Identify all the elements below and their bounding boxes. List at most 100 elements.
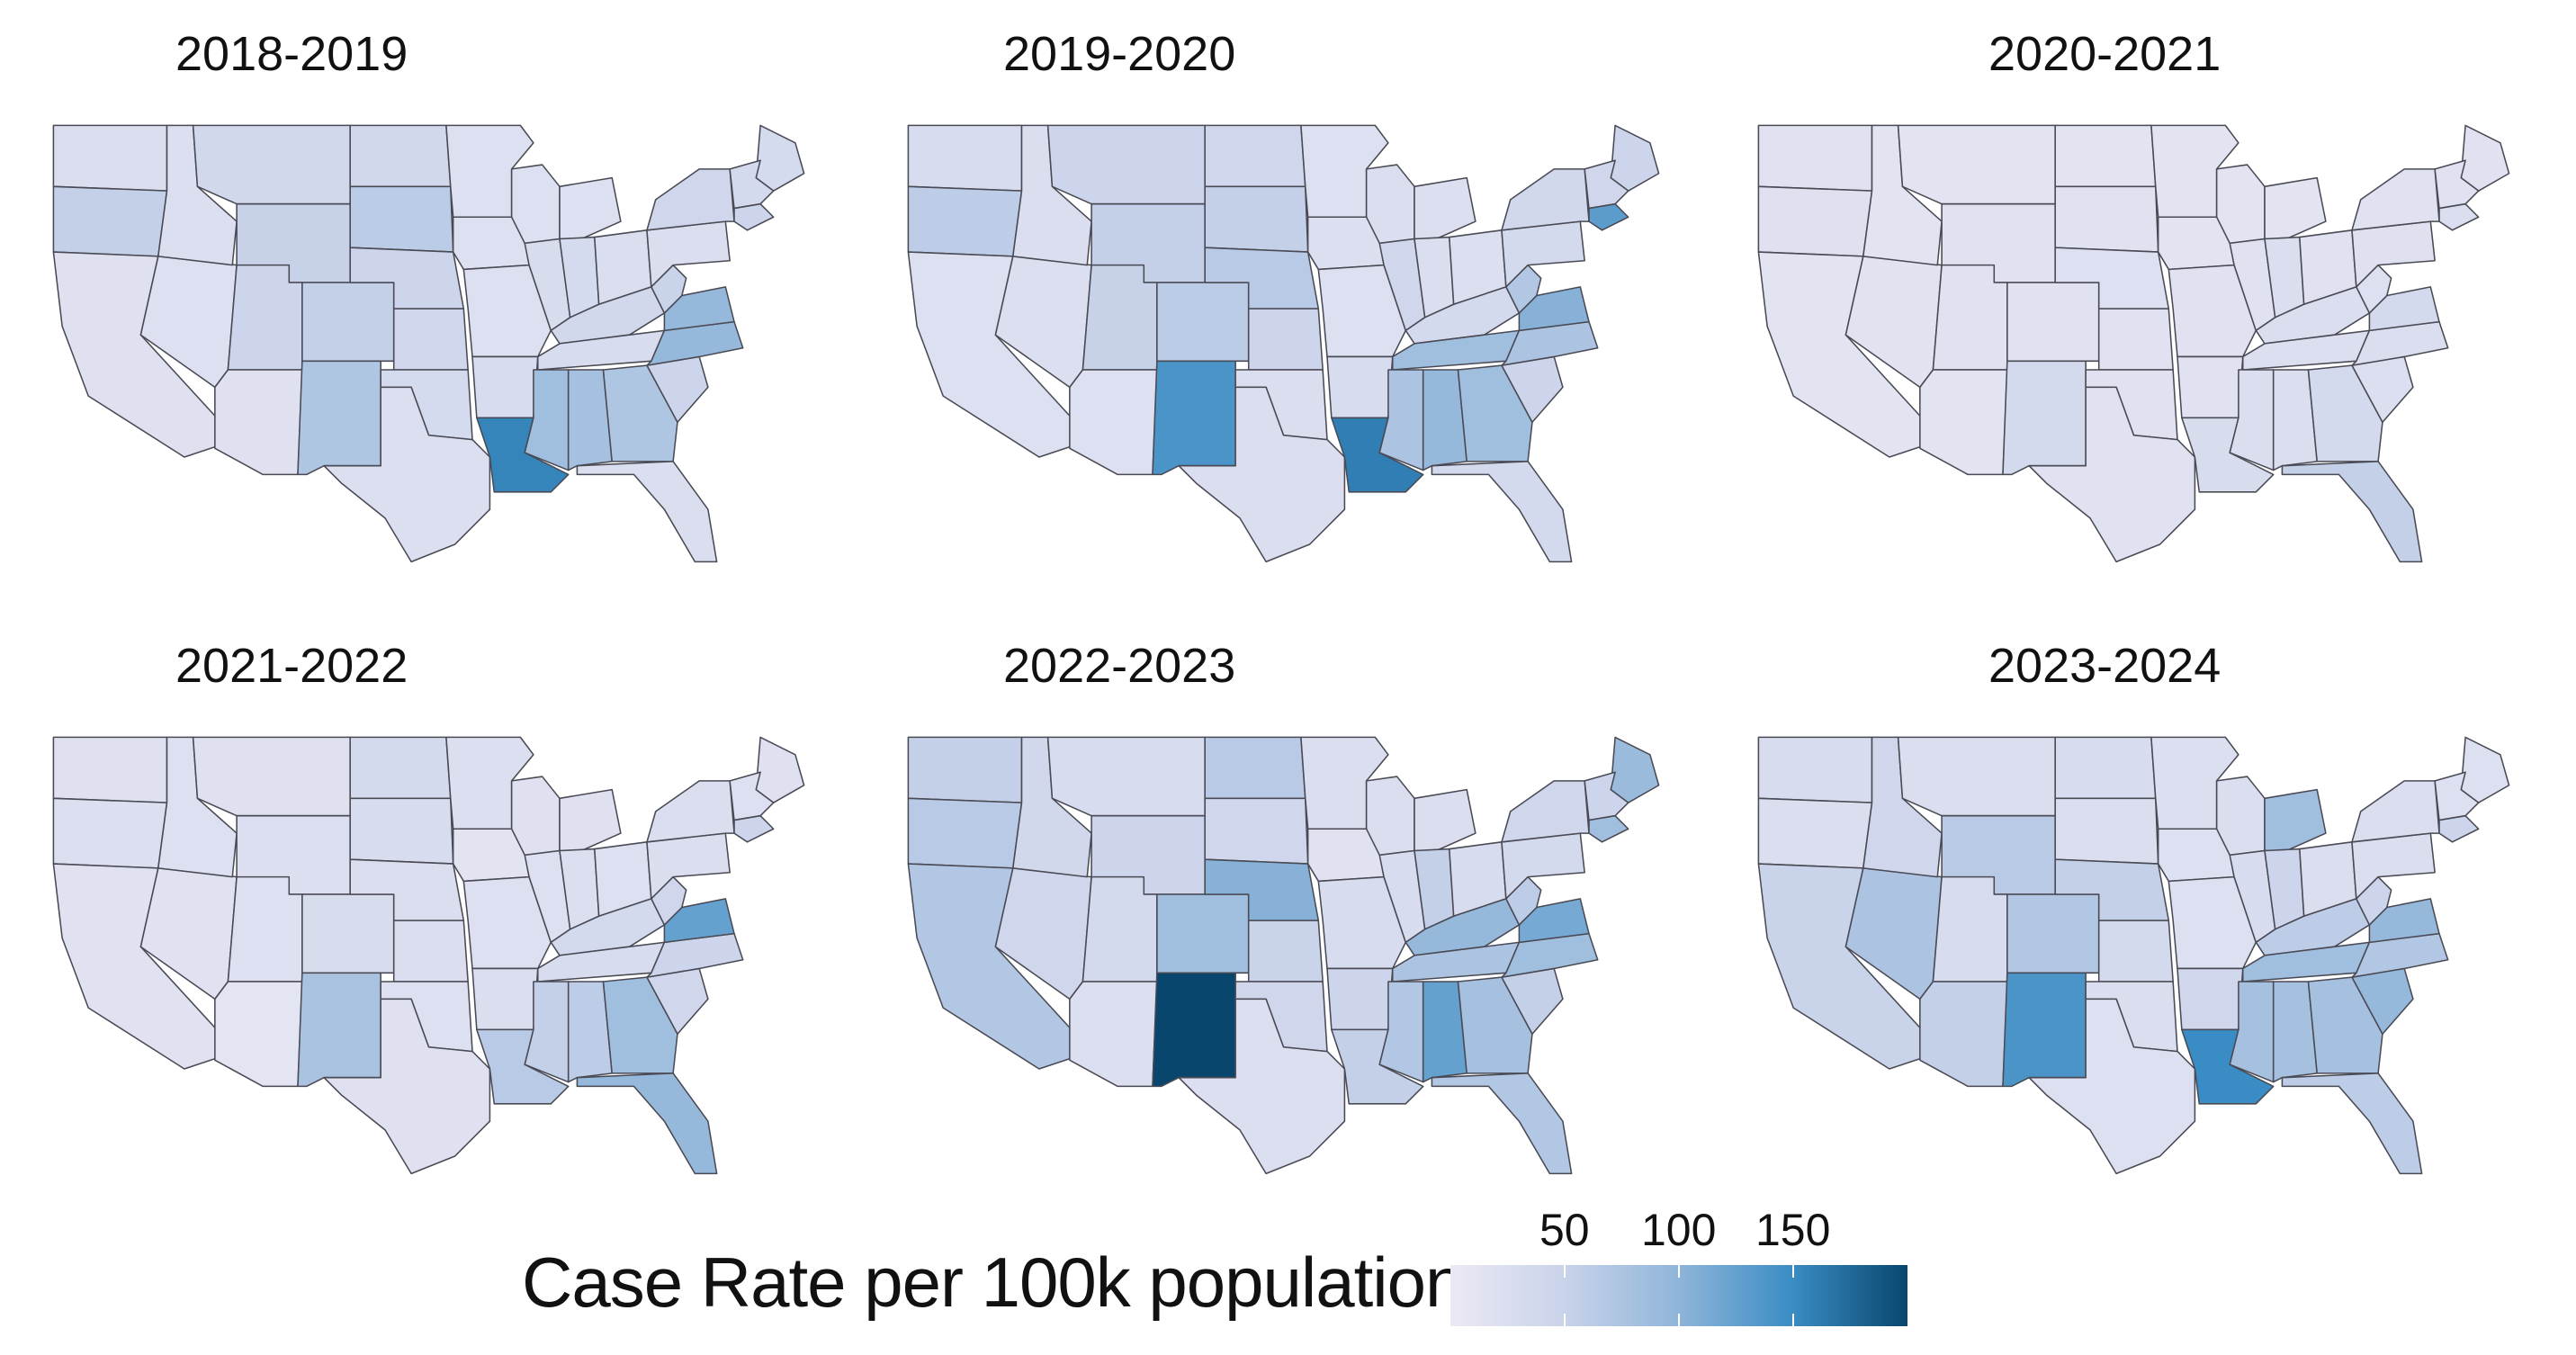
- us-map: [52, 124, 805, 563]
- state-wi: [1365, 776, 1415, 857]
- panel-title: 2018-2019: [175, 27, 408, 81]
- state-ma: [2438, 814, 2480, 843]
- state-wa: [907, 124, 1023, 192]
- state-tx: [1178, 998, 1346, 1175]
- state-ma: [1588, 814, 1629, 843]
- state-pa: [646, 832, 731, 900]
- state-tx: [323, 998, 491, 1175]
- map-panels: 2018-2019 2019-2020 2020-2021 2021-2022 …: [27, 18, 2542, 1175]
- state-al: [1422, 981, 1468, 1083]
- legend-colorbar: [1450, 1265, 1907, 1326]
- state-ma: [733, 814, 775, 843]
- state-sd: [2054, 185, 2159, 253]
- state-mi: [559, 788, 622, 852]
- state-ar: [2177, 355, 2244, 419]
- state-ga: [1457, 976, 1533, 1074]
- state-nm: [1152, 972, 1236, 1088]
- panel-title: 2019-2020: [1003, 27, 1236, 81]
- state-ar: [1326, 967, 1394, 1031]
- state-wa: [1757, 736, 1873, 803]
- state-or: [907, 185, 1023, 257]
- state-co: [1156, 282, 1250, 363]
- state-ga: [602, 976, 678, 1074]
- state-ar: [1326, 355, 1394, 419]
- state-ny: [1501, 168, 1590, 231]
- panel-title: 2022-2023: [1003, 639, 1236, 693]
- state-mi: [2264, 176, 2327, 240]
- legend-title: Case Rate per 100k population: [522, 1243, 1464, 1322]
- us-map: [907, 124, 1660, 563]
- state-ga: [2307, 364, 2383, 462]
- panel-0: 2018-2019: [27, 18, 837, 576]
- state-ms: [524, 369, 570, 471]
- state-tx: [323, 386, 491, 563]
- state-az: [1069, 981, 1158, 1088]
- state-ar: [471, 355, 539, 419]
- legend-tick-label: 50: [1539, 1205, 1590, 1255]
- state-tx: [1178, 386, 1346, 563]
- state-ks: [1247, 920, 1324, 983]
- state-az: [1069, 369, 1158, 476]
- panel-5: 2023-2024: [1732, 630, 2542, 1188]
- state-pa: [1501, 220, 1585, 288]
- state-mt: [192, 736, 351, 817]
- state-nm: [297, 972, 381, 1088]
- state-az: [214, 369, 303, 476]
- state-co: [2006, 282, 2100, 363]
- panel-3: 2021-2022: [27, 630, 837, 1188]
- state-mt: [192, 124, 351, 205]
- state-ms: [1378, 369, 1424, 471]
- state-co: [2006, 893, 2100, 974]
- state-pa: [2351, 220, 2436, 288]
- state-pa: [2351, 832, 2436, 900]
- panel-title: 2020-2021: [1988, 27, 2221, 81]
- state-wa: [52, 124, 168, 192]
- state-ks: [2097, 920, 2174, 983]
- state-nd: [2054, 736, 2157, 800]
- panel-title: 2023-2024: [1988, 639, 2221, 693]
- state-ga: [1457, 364, 1533, 462]
- state-fl: [2281, 1072, 2423, 1175]
- state-az: [1919, 981, 2008, 1088]
- state-ar: [471, 967, 539, 1031]
- legend-tick-label: 150: [1755, 1205, 1831, 1255]
- panel-1: 2019-2020: [882, 18, 1692, 576]
- state-az: [214, 981, 303, 1088]
- state-nd: [1204, 124, 1306, 188]
- state-nd: [1204, 736, 1306, 800]
- state-wi: [2215, 164, 2266, 245]
- state-tx: [2028, 998, 2196, 1175]
- state-mi: [1414, 788, 1476, 852]
- state-co: [1156, 893, 1250, 974]
- state-wa: [907, 736, 1023, 803]
- state-nd: [349, 736, 452, 800]
- state-ny: [646, 168, 735, 231]
- state-ga: [2307, 976, 2383, 1074]
- us-map: [52, 736, 805, 1175]
- state-nm: [297, 360, 381, 476]
- state-ga: [602, 364, 678, 462]
- state-fl: [1431, 1072, 1573, 1175]
- state-al: [2272, 981, 2318, 1083]
- state-ma: [733, 202, 775, 231]
- state-ms: [2229, 981, 2275, 1083]
- state-ms: [524, 981, 570, 1083]
- state-fl: [576, 1072, 718, 1175]
- state-mt: [1046, 124, 1206, 205]
- state-me: [1610, 124, 1660, 192]
- state-mi: [559, 176, 622, 240]
- state-or: [1757, 797, 1873, 869]
- state-ma: [2438, 202, 2480, 231]
- state-ks: [392, 308, 469, 371]
- state-al: [567, 369, 613, 471]
- state-az: [1919, 369, 2008, 476]
- state-wa: [1757, 124, 1873, 192]
- panel-2: 2020-2021: [1732, 18, 2542, 576]
- state-fl: [2281, 461, 2423, 563]
- panel-title: 2021-2022: [175, 639, 408, 693]
- us-map: [1757, 736, 2510, 1175]
- us-map: [907, 736, 1660, 1175]
- state-sd: [349, 797, 454, 865]
- state-ny: [2351, 168, 2440, 231]
- state-al: [567, 981, 613, 1083]
